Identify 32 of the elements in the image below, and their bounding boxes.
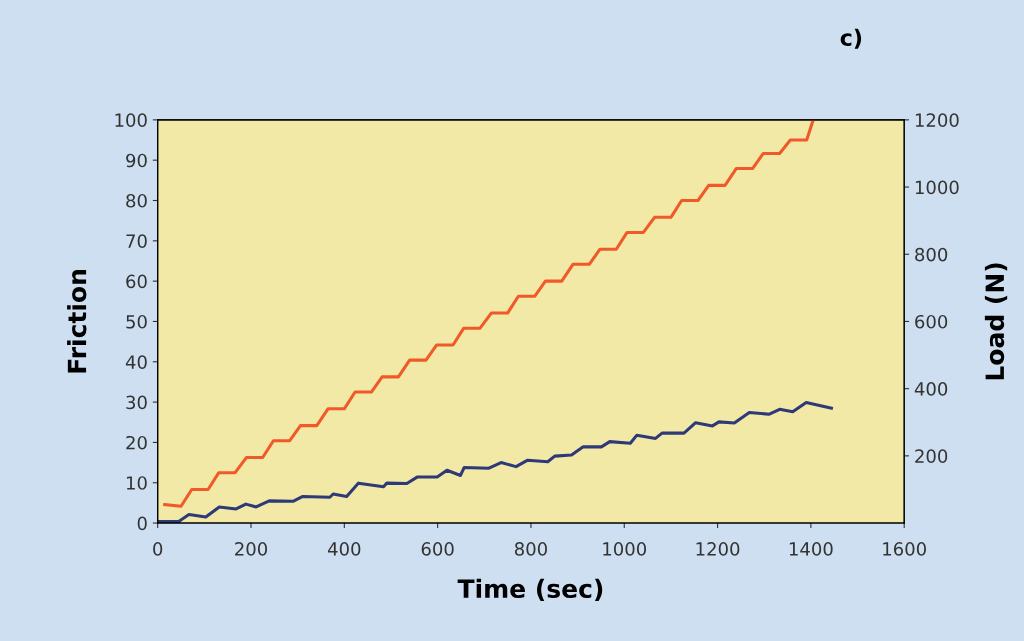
y2-tick-label: 1000 [915, 180, 959, 195]
y2-tick-label: 200 [915, 449, 948, 463]
y2-tick-label: 400 [914, 382, 948, 396]
x-tick-label: 1600 [883, 542, 926, 556]
y-tick-label: 100 [115, 113, 147, 127]
y-tick-label: 90 [126, 153, 147, 168]
y2-axis-title: Load (N) [984, 263, 1008, 380]
line-series [157, 400, 833, 523]
y-tick-label: 60 [126, 274, 147, 289]
x-tick-label: 0 [153, 542, 163, 556]
x-tick-label: 1000 [603, 542, 647, 556]
y-tick-label: 80 [126, 193, 147, 208]
y2-tick-label: 600 [915, 314, 948, 329]
x-tick-label: 1400 [789, 542, 833, 556]
x-tick-label: 600 [421, 542, 454, 556]
y-tick-label: 20 [126, 435, 147, 450]
y2-tick-label: 800 [915, 247, 948, 262]
text: c) [840, 28, 862, 49]
y-tick-label: 10 [126, 476, 147, 490]
x-tick-label: 800 [514, 542, 547, 556]
y-tick-label: 70 [126, 234, 147, 248]
y-tick-label: 40 [125, 355, 147, 369]
y-tick-label: 50 [126, 314, 147, 329]
y-tick-label: 30 [126, 395, 147, 410]
x-tick-label: 1200 [696, 542, 740, 556]
x-tick-label: 200 [235, 542, 268, 556]
x-axis-title: Time (sec) [457, 578, 603, 602]
y-axis-title: Friction [67, 270, 87, 373]
line-series [163, 119, 815, 508]
y-tick-label: 0 [137, 516, 147, 531]
y2-tick-label: 1200 [915, 113, 959, 127]
x-tick-label: 400 [327, 542, 361, 556]
